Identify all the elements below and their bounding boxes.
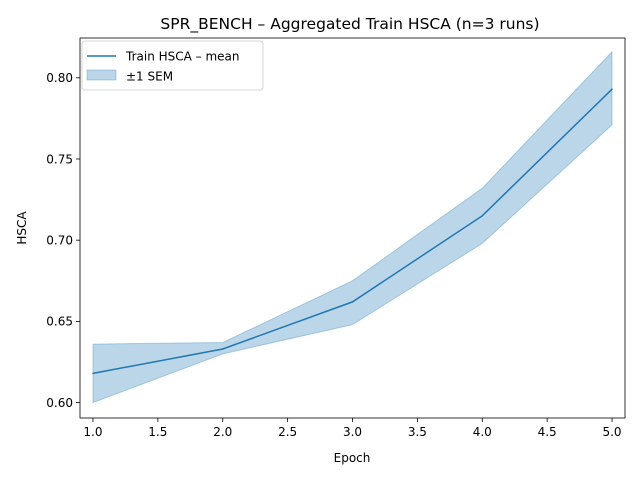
- legend-swatch-sem-band: [86, 69, 117, 81]
- band-layer: [92, 50, 613, 404]
- y-tick-label: 0.70: [46, 233, 73, 247]
- legend: Train HSCA – mean ±1 SEM: [81, 40, 264, 91]
- y-tick-label: 0.80: [46, 71, 73, 85]
- sem-band: [92, 50, 613, 404]
- y-tick-label: 0.60: [46, 396, 73, 410]
- plot-area: [79, 37, 626, 419]
- x-axis: 1.0 1.5 2.0 2.5 3.0 3.5 4.0 4.5 5.0: [83, 418, 622, 439]
- y-axis-label: HSCA: [15, 211, 29, 245]
- x-axis-label: Epoch: [334, 451, 371, 465]
- legend-frame: [81, 40, 264, 91]
- data-point: [221, 348, 224, 350]
- x-tick-label: 2.0: [213, 425, 232, 439]
- y-tick-label: 0.65: [46, 315, 73, 329]
- x-tick-label: 4.0: [473, 425, 492, 439]
- x-tick-label: 3.5: [408, 425, 427, 439]
- data-point: [611, 88, 613, 90]
- x-tick-label: 4.5: [538, 425, 557, 439]
- data-point: [351, 301, 354, 303]
- data-point: [481, 215, 484, 217]
- plot-background: [80, 38, 625, 418]
- x-tick-label: 1.5: [148, 425, 167, 439]
- data-point: [92, 372, 94, 375]
- x-tick-label: 2.5: [278, 425, 297, 439]
- legend-label-sem: ±1 SEM: [126, 70, 173, 84]
- y-axis: 0.60 0.65 0.70 0.75 0.80: [46, 71, 80, 410]
- chart-title: SPR_BENCH – Aggregated Train HSCA (n=3 r…: [160, 15, 539, 34]
- x-tick-label: 5.0: [602, 425, 621, 439]
- line-layer: [92, 88, 613, 375]
- legend-label-mean: Train HSCA – mean: [125, 50, 240, 64]
- x-tick-label: 1.0: [83, 425, 102, 439]
- y-tick-label: 0.75: [46, 152, 73, 166]
- x-tick-label: 3.0: [343, 425, 362, 439]
